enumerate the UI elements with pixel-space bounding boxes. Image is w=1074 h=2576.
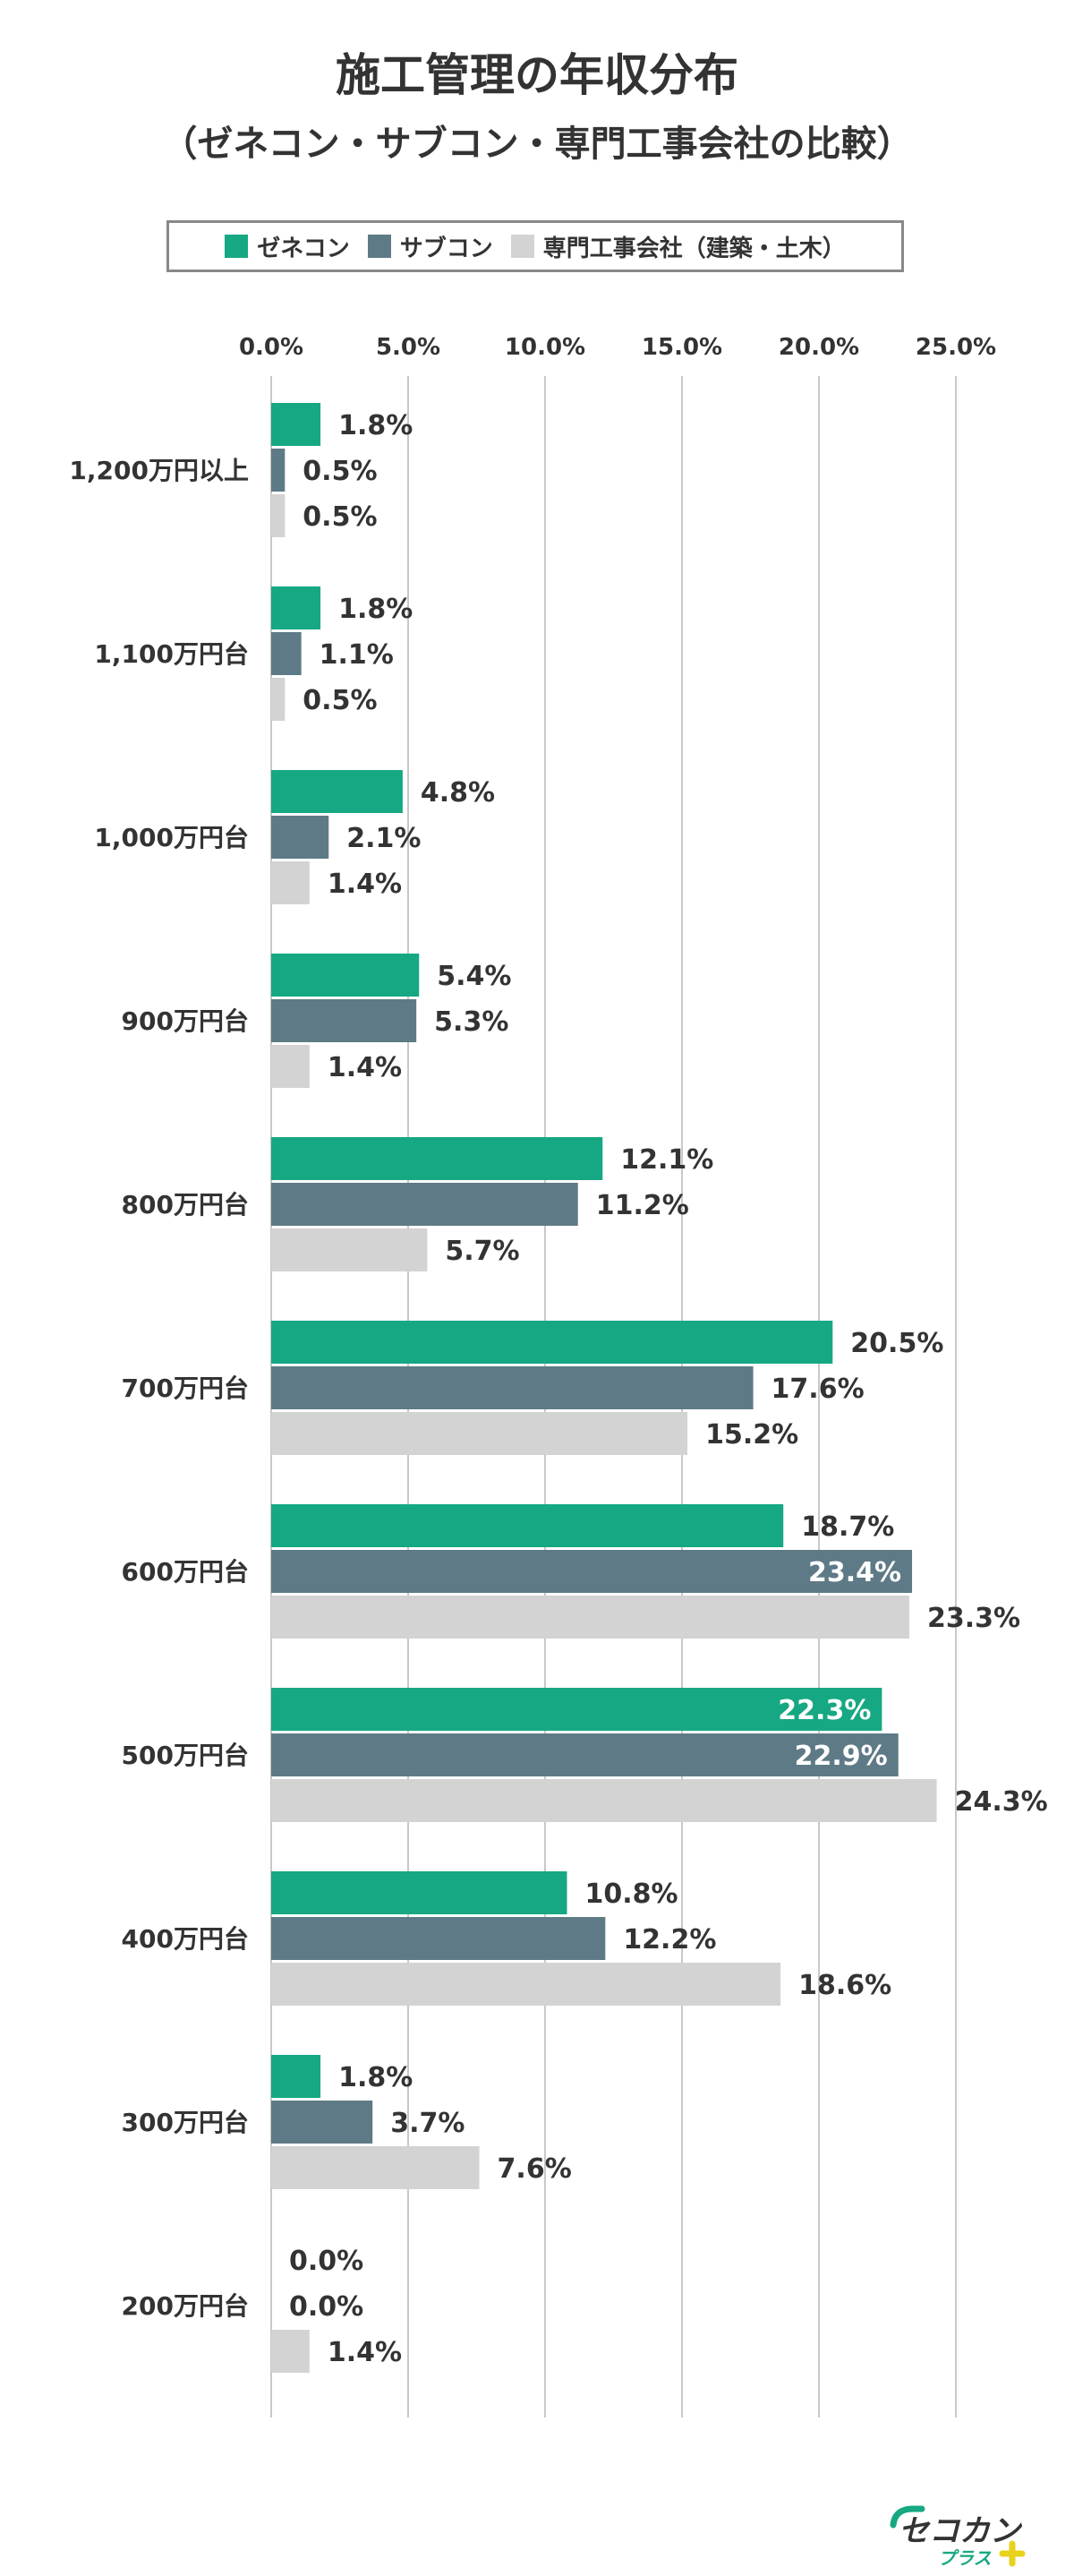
legend-swatch-general-contractor — [225, 235, 249, 258]
chart-subtitle: （ゼネコン・サブコン・専門工事会社の比較） — [161, 124, 913, 165]
value-label: 17.6% — [771, 1374, 865, 1405]
legend-label-specialty-contractor: 専門工事会社（建築・土木） — [542, 235, 846, 262]
bar — [271, 1183, 578, 1226]
value-label: 15.2% — [705, 1419, 798, 1451]
bar — [271, 999, 417, 1042]
bar — [271, 449, 286, 492]
legend-item-specialty-contractor: 専門工事会社（建築・土木） — [510, 230, 846, 263]
sekokan-plus-logo: セコカン プラス — [890, 2505, 1026, 2569]
bar — [271, 632, 302, 675]
value-label: 12.1% — [620, 1144, 713, 1176]
value-label: 22.3% — [778, 1695, 871, 1726]
value-label: 1.1% — [320, 639, 394, 671]
value-label: 4.8% — [421, 777, 495, 809]
bar — [271, 1137, 603, 1180]
logo-tag: プラス — [938, 2547, 992, 2569]
bar — [271, 861, 310, 904]
value-label: 1.4% — [328, 869, 402, 900]
value-label: 23.4% — [808, 1557, 901, 1588]
legend-item-general-contractor: ゼネコン — [225, 230, 350, 263]
value-label: 0.0% — [289, 2291, 363, 2323]
x-tick-label: 0.0% — [239, 334, 303, 361]
logo-wordmark: セコカン — [899, 2513, 1023, 2549]
bar — [271, 954, 420, 997]
value-label: 18.7% — [801, 1511, 894, 1543]
category-label: 1,100万円台 — [94, 639, 249, 669]
category-label: 1,200万円以上 — [69, 456, 249, 485]
bar — [271, 1733, 899, 1776]
value-label: 24.3% — [955, 1786, 1048, 1818]
category-label: 500万円台 — [122, 1741, 249, 1770]
legend-item-subcontractor: サブコン — [367, 230, 493, 263]
x-tick-label: 20.0% — [779, 334, 859, 361]
category-label: 1,000万円台 — [94, 823, 249, 852]
category-label: 800万円台 — [122, 1190, 249, 1220]
value-label: 23.3% — [927, 1603, 1020, 1634]
bar — [271, 1321, 833, 1364]
value-label: 2.1% — [346, 823, 421, 854]
bar — [271, 2146, 480, 2189]
bar — [271, 1596, 909, 1639]
chart-title: 施工管理の年収分布 — [336, 49, 738, 101]
category-label: 900万円台 — [122, 1006, 249, 1036]
bar — [271, 1366, 754, 1409]
bar — [271, 2330, 310, 2373]
value-label: 0.5% — [303, 456, 377, 487]
bar — [271, 1963, 781, 2006]
value-label: 7.6% — [498, 2153, 572, 2185]
value-label: 12.2% — [623, 1924, 716, 1956]
bar — [271, 1779, 937, 1822]
bar — [271, 816, 329, 859]
value-label: 5.3% — [434, 1006, 508, 1038]
legend: ゼネコン サブコン 専門工事会社（建築・土木） — [166, 220, 904, 272]
category-label: 400万円台 — [122, 1924, 249, 1954]
value-label: 5.7% — [445, 1236, 519, 1267]
value-label: 1.4% — [328, 2337, 402, 2368]
bar — [271, 1917, 606, 1960]
value-label: 5.4% — [437, 961, 511, 992]
x-tick-label: 25.0% — [916, 334, 996, 361]
value-label: 20.5% — [850, 1328, 943, 1359]
bar — [271, 403, 321, 446]
bar — [271, 1688, 882, 1731]
value-label: 1.8% — [338, 594, 413, 625]
legend-label-subcontractor: サブコン — [399, 235, 493, 262]
value-label: 0.5% — [303, 685, 377, 716]
legend-swatch-subcontractor — [367, 235, 391, 258]
value-label: 0.0% — [289, 2246, 363, 2277]
bar — [271, 1504, 784, 1547]
value-label: 18.6% — [798, 1970, 891, 2001]
legend-swatch-specialty-contractor — [510, 235, 534, 258]
bar — [271, 2101, 373, 2144]
value-label: 0.5% — [303, 501, 377, 533]
bar — [271, 1045, 310, 1088]
logo-plus-icon — [999, 2540, 1026, 2567]
bar — [271, 1550, 913, 1593]
value-label: 10.8% — [584, 1879, 678, 1910]
legend-label-general-contractor: ゼネコン — [257, 235, 350, 262]
value-label: 1.8% — [338, 2062, 413, 2093]
value-label: 1.8% — [338, 410, 413, 441]
bar — [271, 678, 286, 721]
bar — [271, 586, 321, 629]
value-label: 11.2% — [596, 1190, 689, 1221]
bar — [271, 1228, 428, 1271]
x-tick-label: 10.0% — [505, 334, 585, 361]
bar — [271, 1412, 688, 1455]
value-label: 3.7% — [390, 2108, 465, 2139]
category-label: 200万円台 — [122, 2291, 249, 2321]
category-label: 300万円台 — [122, 2108, 249, 2137]
bar — [271, 494, 286, 537]
x-tick-label: 5.0% — [376, 334, 440, 361]
bar — [271, 1871, 567, 1914]
value-label: 22.9% — [795, 1741, 888, 1772]
logo-swoosh-icon — [890, 2505, 925, 2529]
x-tick-label: 15.0% — [642, 334, 722, 361]
category-label: 600万円台 — [122, 1557, 249, 1587]
bar — [271, 770, 403, 813]
bar — [271, 2055, 321, 2098]
value-label: 1.4% — [328, 1052, 402, 1083]
category-label: 700万円台 — [122, 1374, 249, 1403]
